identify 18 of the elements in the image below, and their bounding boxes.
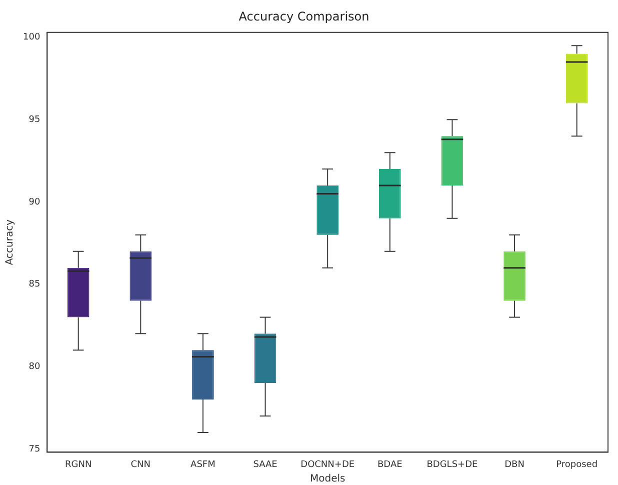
x-tick-label: Proposed bbox=[556, 460, 598, 470]
x-tick-label: BDAE bbox=[378, 460, 403, 470]
y-tick-label: 100 bbox=[22, 32, 40, 43]
y-tick-label: 95 bbox=[28, 114, 40, 125]
y-tick-label: 90 bbox=[28, 197, 40, 208]
y-axis-title: Accuracy bbox=[4, 219, 16, 266]
x-tick-label: DBN bbox=[504, 460, 524, 470]
y-tick-label: 75 bbox=[28, 444, 40, 454]
y-tick-label: 80 bbox=[28, 362, 40, 372]
x-tick-label: CNN bbox=[130, 460, 151, 470]
x-axis-title: Models bbox=[310, 474, 346, 485]
x-tick-label: RGNN bbox=[64, 460, 92, 470]
chart-title: Accuracy Comparison bbox=[238, 9, 370, 24]
x-tick-label: SAAE bbox=[253, 460, 278, 470]
x-tick-label: ASFM bbox=[190, 460, 216, 470]
x-tick-label: DOCNN+DE bbox=[300, 460, 355, 470]
x-tick-label: BDGLS+DE bbox=[426, 460, 478, 470]
y-tick-label: 85 bbox=[28, 280, 40, 290]
